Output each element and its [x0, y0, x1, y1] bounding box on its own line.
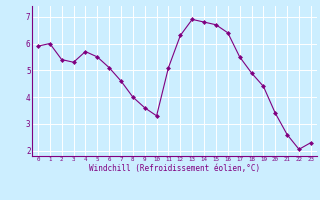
- X-axis label: Windchill (Refroidissement éolien,°C): Windchill (Refroidissement éolien,°C): [89, 164, 260, 173]
